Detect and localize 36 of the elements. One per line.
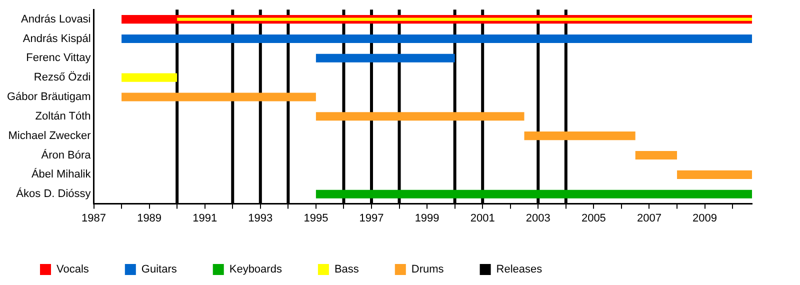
- y-tick-label: Ákos D. Dióssy: [16, 187, 92, 200]
- y-tick-label: Rezső Özdi: [34, 70, 91, 84]
- x-tick-label: 1997: [359, 212, 384, 224]
- x-tick-label: 1989: [137, 212, 162, 224]
- x-tick-label: 2007: [636, 212, 662, 224]
- bar: [316, 190, 752, 198]
- x-tick-label: 1993: [248, 212, 273, 224]
- x-tick-label: 2005: [581, 212, 606, 224]
- y-tick-label: Gábor Bräutigam: [6, 91, 91, 104]
- x-tick-label: 2009: [692, 212, 718, 224]
- x-tick-label: 2003: [526, 212, 550, 224]
- x-tick-label: 1987: [82, 212, 106, 224]
- bar: [316, 112, 524, 121]
- x-tick-label: 1999: [414, 212, 440, 224]
- bar: [524, 132, 636, 140]
- y-tick-label: Ábel Mihalik: [31, 168, 92, 181]
- legend-label: Drums: [411, 264, 444, 276]
- y-tick-label: Zoltán Tóth: [35, 110, 91, 122]
- legend-label: Vocals: [56, 264, 90, 276]
- bar: [635, 150, 678, 160]
- y-tick-label: Áron Bóra: [41, 148, 92, 162]
- legend-label: Releases: [496, 264, 543, 276]
- x-tick-label: 2001: [470, 212, 495, 224]
- bar: [316, 54, 455, 62]
- y-tick-label: András Lovasi: [21, 13, 91, 26]
- bar: [122, 92, 316, 102]
- y-tick-label: András Kispál: [22, 32, 91, 45]
- bar: [677, 170, 752, 179]
- bar: [122, 34, 752, 44]
- x-tick-label: 1991: [192, 212, 218, 224]
- y-tick-label: Michael Zwecker: [8, 130, 92, 142]
- y-tick-label: Ferenc Vittay: [26, 52, 92, 64]
- legend-label: Keyboards: [229, 264, 282, 276]
- x-tick-label: 1995: [304, 212, 328, 224]
- legend-label: Bass: [334, 264, 360, 276]
- legend-label: Guitars: [141, 264, 178, 276]
